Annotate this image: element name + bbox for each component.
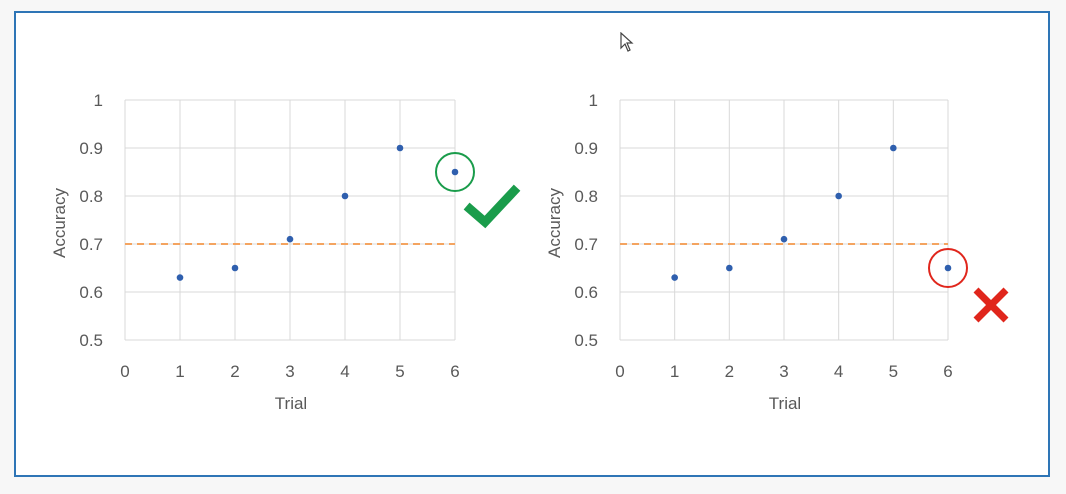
data-point [835,192,842,200]
data-point [671,274,678,281]
x-axis-title: Trial [769,394,801,413]
x-tick-label: 4 [834,362,843,381]
highlight-circle [435,152,475,192]
y-axis-title: Accuracy [545,188,564,258]
x-tick-label: 1 [670,362,679,381]
x-tick-label: 1 [175,362,184,381]
x-tick-label: 6 [943,362,952,381]
data-point [231,264,239,272]
y-tick-label: 0.9 [79,139,103,158]
y-tick-label: 0.6 [79,283,103,302]
chart-right: 0 1 2 3 4 5 6 0.5 0.6 0.7 0.8 0.9 1 Trial Accuracy [545,91,1009,413]
mouse-pointer-icon [620,32,634,52]
checkmark-icon [463,184,521,229]
y-tick-label: 0.8 [79,187,103,206]
data-point [726,264,733,272]
x-tick-label: 0 [120,362,129,381]
x-tick-label: 5 [889,362,898,381]
y-tick-label: 0.5 [79,331,103,350]
y-axis-title: Accuracy [50,188,69,258]
highlight-circle [928,248,968,288]
x-tick-label: 2 [725,362,734,381]
data-point [780,235,788,243]
y-tick-label: 0.7 [574,235,598,254]
y-tick-label: 0.7 [79,235,103,254]
x-tick-label: 5 [395,362,404,381]
data-point [890,144,897,152]
x-tick-label: 0 [615,362,624,381]
data-point [286,235,294,243]
data-point [341,192,349,200]
data-point [396,144,404,152]
data-point [944,264,952,272]
x-tick-label: 3 [285,362,294,381]
x-tick-label: 6 [450,362,459,381]
y-tick-label: 0.9 [574,139,598,158]
y-tick-label: 1 [589,91,598,110]
y-tick-label: 0.6 [574,283,598,302]
data-point [176,274,184,281]
y-tick-label: 0.5 [574,331,598,350]
y-tick-label: 0.8 [574,187,598,206]
cross-icon [973,287,1009,323]
x-tick-label: 4 [340,362,349,381]
x-tick-label: 3 [779,362,788,381]
chart-left: 0 1 2 3 4 5 6 0.5 0.6 0.7 0.8 0.9 1 Trial Accuracy [50,91,521,413]
x-tick-label: 2 [230,362,239,381]
y-tick-label: 1 [94,91,103,110]
x-axis-title: Trial [275,394,307,413]
data-point [451,168,459,176]
